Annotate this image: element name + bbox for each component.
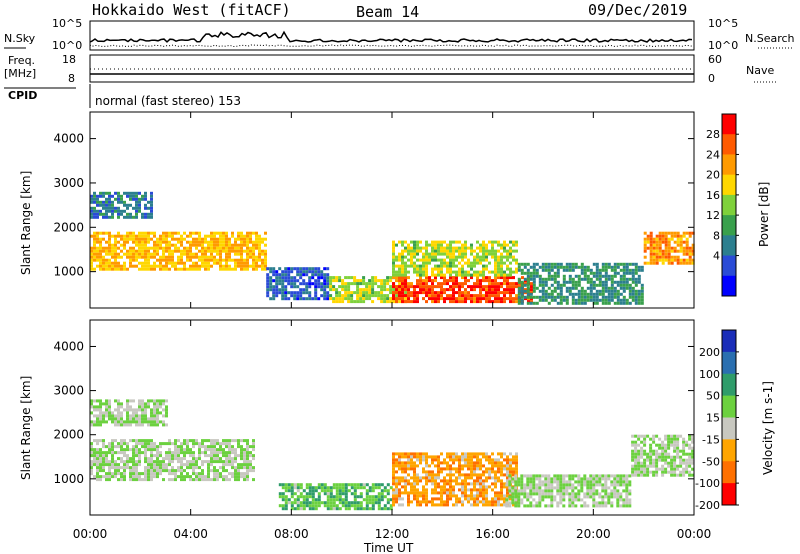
power-colorbar-tick: 4 — [713, 250, 720, 263]
cpid-label: CPID — [8, 89, 37, 102]
velocity-colorbar: 200 100 50 15 -15 -50 -100 -200 Velocity [m s-1… — [695, 329, 775, 512]
date-title: 09/Dec/2019 — [588, 1, 687, 19]
x-tick-label: 08:00 — [274, 527, 309, 541]
x-axis: 00:00 04:00 08:00 12:00 16:00 20:00 00:00 — [73, 527, 712, 541]
freq-unit: [MHz] — [4, 67, 36, 80]
nave-tick-top: 60 — [708, 53, 722, 66]
nave-tick-bottom: 0 — [708, 72, 715, 85]
power-colorbar-segment — [722, 174, 736, 196]
velocity-colorbar-tick: 100 — [699, 368, 720, 381]
power-colorbar-segment — [722, 255, 736, 277]
power-ytick-label: 4000 — [53, 132, 84, 146]
power-colorbar-segment — [722, 275, 736, 297]
power-colorbar: 28 24 20 16 12 8 4 Power [dB] — [706, 113, 771, 297]
power-ylabel: Slant Range [km] — [19, 171, 33, 275]
velocity-colorbar-segment — [722, 483, 736, 506]
power-region — [392, 276, 533, 304]
nsearch-tick-bottom: 10^0 — [708, 39, 738, 52]
velocity-region — [90, 439, 255, 482]
velocity-colorbar-tick: -200 — [695, 499, 720, 512]
velocity-ytick-label: 3000 — [53, 384, 84, 398]
velocity-region — [90, 399, 168, 427]
nsearch-label: N.Search — [745, 32, 795, 45]
power-panel: 4000 3000 2000 1000 Slant Range [km] — [19, 111, 695, 309]
velocity-colorbar-segment — [722, 373, 736, 397]
nave-label: Nave — [746, 64, 774, 77]
velocity-colorbar-segment — [722, 351, 736, 375]
power-region — [266, 267, 330, 301]
velocity-colorbar-tick: 15 — [706, 412, 720, 425]
velocity-colorbar-tick: -100 — [695, 477, 720, 490]
station-title: Hokkaido West (fitACF) — [92, 1, 291, 19]
frequency-strip: Freq. [MHz] 18 8 60 0 Nave — [4, 53, 778, 85]
power-colorbar-label: Power [dB] — [757, 182, 771, 247]
velocity-colorbar-tick: 200 — [699, 346, 720, 359]
velocity-colorbar-tick: -50 — [702, 455, 720, 468]
velocity-ylabel: Slant Range [km] — [19, 376, 33, 480]
power-ytick-label: 3000 — [53, 176, 84, 190]
power-colorbar-tick: 20 — [706, 169, 720, 182]
velocity-region — [505, 474, 632, 508]
power-ytick-label: 2000 — [53, 220, 84, 234]
velocity-ytick-label: 1000 — [53, 472, 84, 486]
power-colorbar-tick: 24 — [706, 148, 720, 161]
velocity-region — [631, 434, 695, 477]
power-colorbar-tick: 8 — [713, 229, 720, 242]
nsearch-tick-top: 10^5 — [708, 17, 738, 30]
power-colorbar-segment — [722, 154, 736, 176]
x-tick-label: 00:00 — [73, 527, 108, 541]
power-data — [90, 191, 695, 305]
velocity-colorbar-tick: 50 — [706, 390, 720, 403]
power-colorbar-tick: 16 — [706, 189, 720, 202]
power-region — [392, 240, 518, 277]
power-colorbar-tick: 28 — [706, 128, 720, 141]
freq-tick-bottom: 8 — [68, 72, 75, 85]
nsky-strip: N.Sky 10^5 10^0 10^5 10^0 N.Search — [4, 17, 795, 52]
power-colorbar-segment — [722, 215, 736, 236]
power-region — [90, 191, 153, 219]
power-colorbar-tick: 12 — [706, 209, 720, 222]
power-region — [517, 262, 644, 305]
freq-tick-top: 18 — [62, 53, 76, 66]
power-region — [90, 231, 267, 271]
x-tick-label: 20:00 — [576, 527, 611, 541]
velocity-colorbar-segment — [722, 417, 736, 440]
freq-label: Freq. — [8, 54, 35, 67]
cpid-strip: CPID normal (fast stereo) 153 — [4, 84, 241, 108]
power-colorbar-segment — [722, 114, 736, 135]
velocity-colorbar-segment — [722, 395, 736, 418]
x-axis-label: Time UT — [363, 541, 414, 554]
x-tick-label: 16:00 — [475, 527, 510, 541]
nsky-label: N.Sky — [4, 32, 36, 45]
x-tick-label: 12:00 — [375, 527, 410, 541]
power-colorbar-segment — [722, 194, 736, 216]
cpid-text: normal (fast stereo) 153 — [95, 94, 241, 108]
x-tick-label: 00:00 — [677, 527, 712, 541]
velocity-region — [278, 483, 393, 511]
velocity-data — [90, 399, 695, 511]
velocity-colorbar-label: Velocity [m s-1] — [761, 381, 775, 475]
velocity-colorbar-segment — [722, 330, 736, 353]
power-ytick-label: 1000 — [53, 265, 84, 279]
velocity-panel: 4000 3000 2000 1000 Slant Range [km] — [19, 319, 695, 516]
nsky-tick-bottom: 10^0 — [52, 39, 82, 52]
velocity-colorbar-tick: -15 — [702, 433, 720, 446]
velocity-region — [392, 452, 518, 507]
velocity-colorbar-segment — [722, 439, 736, 462]
power-colorbar-segment — [722, 134, 736, 155]
x-tick-label: 04:00 — [173, 527, 208, 541]
nsky-tick-top: 10^5 — [52, 17, 82, 30]
velocity-ytick-label: 4000 — [53, 339, 84, 353]
beam-title: Beam 14 — [356, 3, 419, 21]
velocity-ytick-label: 2000 — [53, 428, 84, 442]
power-colorbar-segment — [722, 235, 736, 257]
power-region — [643, 231, 695, 265]
velocity-colorbar-segment — [722, 461, 736, 484]
